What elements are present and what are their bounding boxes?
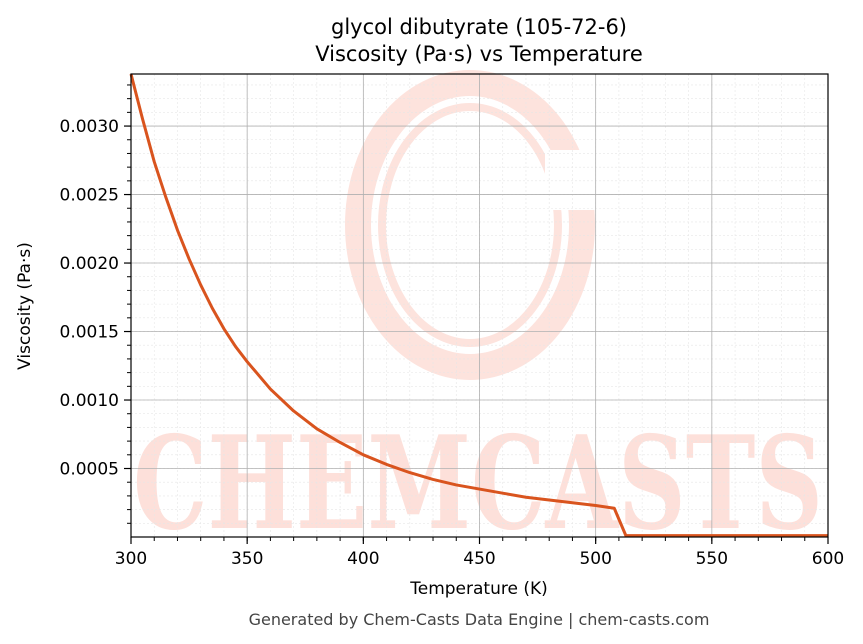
watermark-swirl xyxy=(345,70,615,380)
x-tick-label: 350 xyxy=(231,549,263,569)
viscosity-series-line xyxy=(129,73,828,538)
major-grid xyxy=(130,74,829,537)
y-tick-label: 0.0010 xyxy=(60,391,119,411)
y-axis-label: Viscosity (Pa·s) xyxy=(15,242,35,370)
y-tick-label: 0.0025 xyxy=(60,186,119,206)
x-tick-label: 450 xyxy=(463,549,495,569)
y-tick-label: 0.0020 xyxy=(60,254,119,274)
x-tick-label: 300 xyxy=(115,549,147,569)
chart-title-line2: Viscosity (Pa·s) vs Temperature xyxy=(315,42,643,66)
y-axis-ticks: 0.0005 0.0010 0.0015 0.0020 0.0025 0.0030 xyxy=(60,84,131,524)
x-tick-label: 400 xyxy=(347,549,379,569)
x-axis-label: Temperature (K) xyxy=(409,579,548,599)
x-tick-label: 600 xyxy=(812,549,844,569)
y-tick-label: 0.0005 xyxy=(60,460,119,480)
chart-title-line1: glycol dibutyrate (105-72-6) xyxy=(331,15,627,39)
watermark-text: CHEMCASTS xyxy=(133,409,823,559)
y-tick-label: 0.0030 xyxy=(60,117,119,137)
x-axis-ticks: 300 350 400 450 500 550 600 xyxy=(115,537,844,569)
x-tick-label: 500 xyxy=(579,549,611,569)
footer-credit: Generated by Chem-Casts Data Engine | ch… xyxy=(249,610,710,629)
y-tick-label: 0.0015 xyxy=(60,323,119,343)
watermark: CHEMCASTS xyxy=(133,70,823,559)
x-tick-label: 550 xyxy=(696,549,728,569)
